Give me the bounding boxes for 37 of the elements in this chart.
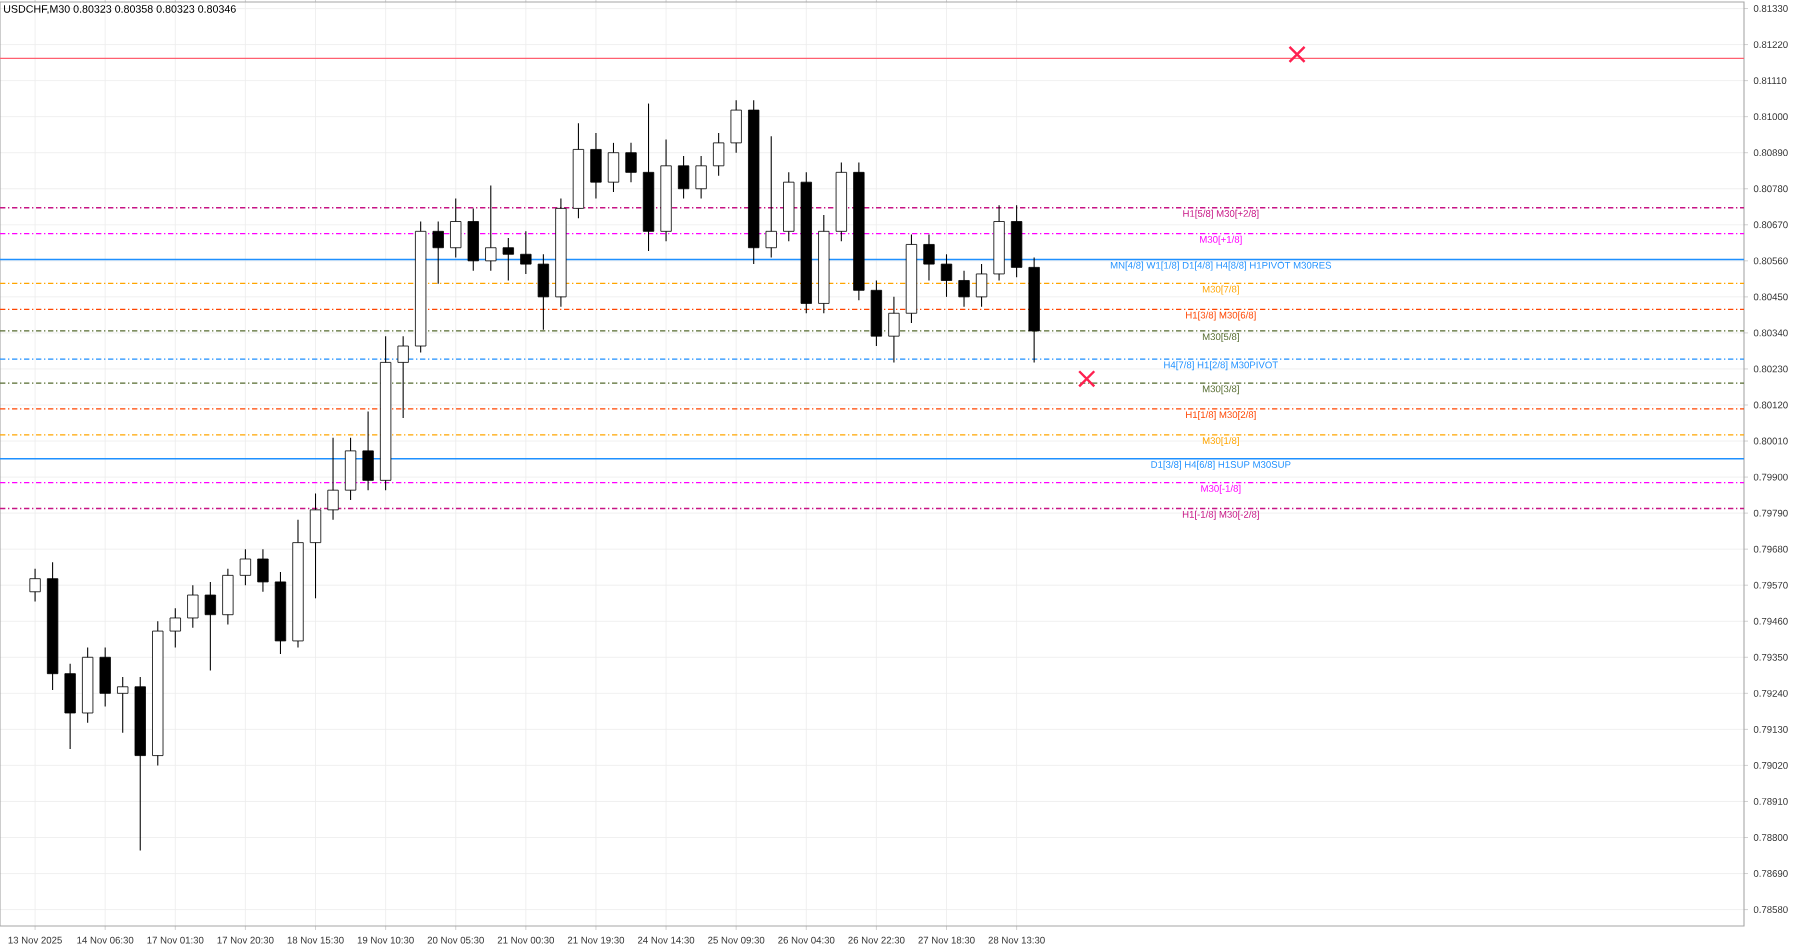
candlestick	[187, 584, 199, 629]
candlestick	[467, 207, 479, 272]
candlestick	[537, 253, 550, 331]
candlestick	[520, 230, 532, 275]
candlestick	[888, 296, 900, 363]
candlestick	[625, 142, 637, 183]
candlestick	[502, 237, 514, 282]
candlestick	[450, 198, 462, 259]
candlestick	[923, 234, 935, 282]
candlestick	[29, 568, 41, 603]
candlestick	[940, 253, 953, 298]
candlestick	[117, 676, 129, 734]
candlestick	[975, 263, 988, 308]
candlestick	[64, 663, 76, 750]
candlestick	[169, 607, 181, 648]
candlestick	[695, 155, 707, 200]
candlestick	[607, 142, 620, 193]
candlestick	[712, 132, 725, 177]
candlestick	[362, 411, 374, 491]
candlestick	[309, 492, 322, 599]
candlestick	[432, 220, 444, 285]
candlestick	[99, 646, 111, 707]
candlestick	[1010, 204, 1023, 278]
candlestick	[765, 135, 777, 259]
candlestick	[204, 581, 217, 671]
candlestick	[344, 437, 357, 501]
candlestick	[239, 548, 252, 586]
candlestick	[257, 548, 269, 593]
candlestick	[730, 99, 742, 154]
candlestick	[590, 132, 602, 200]
candlestick	[485, 184, 497, 272]
candlestick	[222, 568, 234, 626]
candlestick	[397, 335, 409, 419]
candlestick	[870, 279, 883, 347]
candlestick	[677, 155, 690, 200]
candlestick	[958, 270, 970, 308]
candlestick	[327, 437, 339, 521]
